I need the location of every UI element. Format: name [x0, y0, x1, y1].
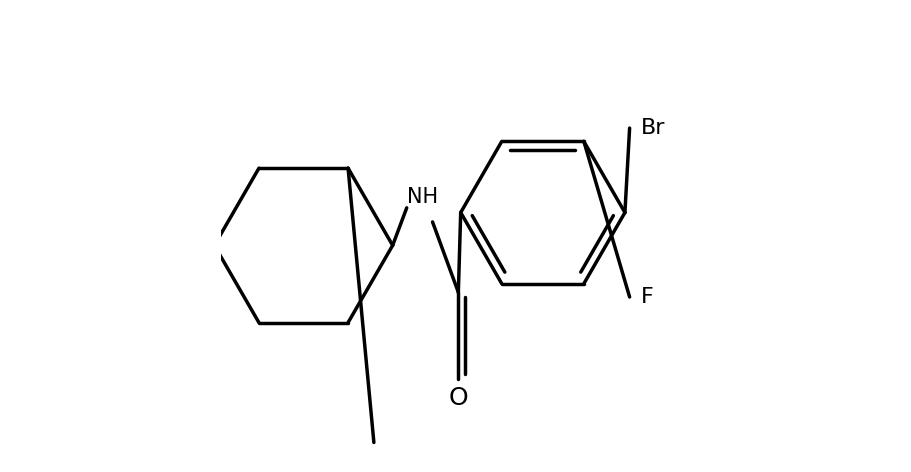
Text: F: F [640, 287, 653, 307]
Text: O: O [448, 386, 467, 410]
Text: NH: NH [406, 187, 437, 207]
Text: Br: Br [640, 118, 665, 138]
